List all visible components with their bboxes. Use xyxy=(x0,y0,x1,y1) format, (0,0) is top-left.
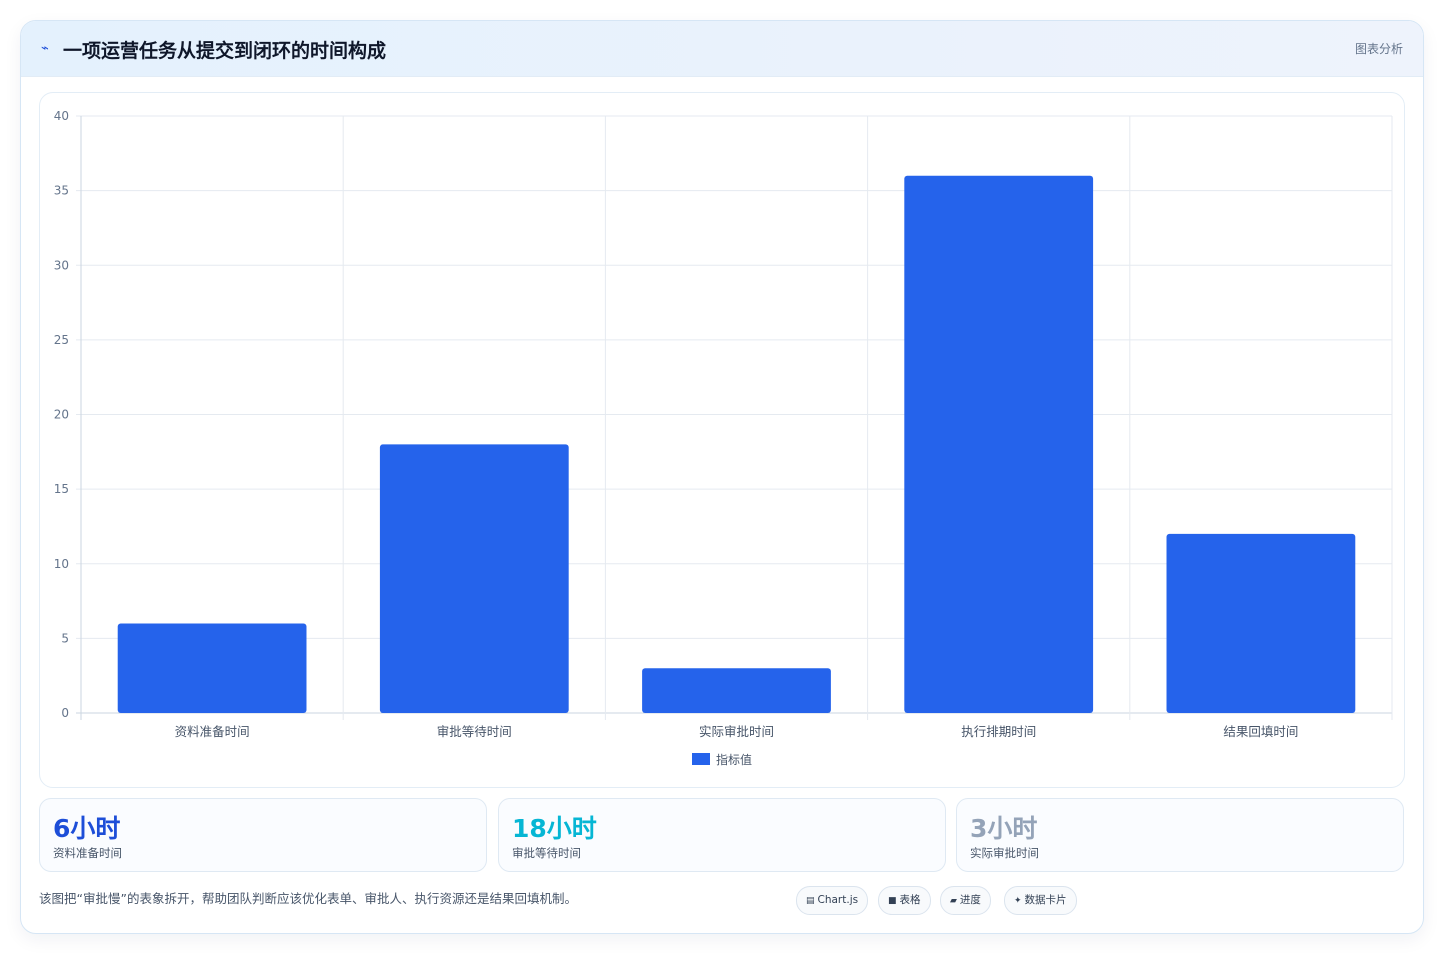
bar xyxy=(379,444,569,713)
x-tick-label: 审批等待时间 xyxy=(437,724,512,739)
y-tick-label: 0 xyxy=(61,706,69,720)
stat-card-prep: 6小时 资料准备时间 xyxy=(39,798,487,872)
stat-card-wait: 18小时 审批等待时间 xyxy=(498,798,946,872)
legend-label: 指标值 xyxy=(716,752,752,767)
stat-label: 实际审批时间 xyxy=(970,846,1039,860)
chart-footnote: 该图把“审批慢”的表象拆开，帮助团队判断应该优化表单、审批人、执行资源还是结果回… xyxy=(39,891,577,906)
page-title: 一项运营任务从提交到闭环的时间构成 xyxy=(63,40,387,62)
stat-value: 6小时 xyxy=(53,814,121,843)
tag-progress[interactable]: ▰ 进度 xyxy=(940,886,991,915)
bar-chart: 0 5 10 15 20 25 30 35 40 资料准备时间 审批等待时间 实际审批时间 执行排期时间… xyxy=(54,109,1393,767)
bar xyxy=(904,175,1094,713)
tag-label: Chart.js xyxy=(817,894,859,906)
y-tick-label: 40 xyxy=(54,109,69,123)
stat-label: 资料准备时间 xyxy=(53,846,122,860)
stat-card-approval: 3小时 实际审批时间 xyxy=(956,798,1404,872)
tag-chartjs[interactable]: ▤ Chart.js xyxy=(796,886,869,915)
y-tick-label: 10 xyxy=(54,557,69,571)
chart-panel: 0 5 10 15 20 25 30 35 40 资料准备时间 审批等待时间 实际审批时间 执行排期时间… xyxy=(39,92,1405,788)
legend-swatch xyxy=(692,753,710,765)
y-tick-label: 25 xyxy=(54,333,69,347)
tag-data-card[interactable]: ✦ 数据卡片 xyxy=(1004,886,1077,915)
y-tick-label: 15 xyxy=(54,482,69,496)
x-tick-label: 实际审批时间 xyxy=(699,724,774,739)
tag-label: 数据卡片 xyxy=(1024,894,1067,906)
bar xyxy=(642,668,831,713)
stat-value: 18小时 xyxy=(512,814,597,843)
x-tick-label: 结果回填时间 xyxy=(1223,724,1298,739)
pulse-icon: ⌁ xyxy=(41,41,49,56)
bar xyxy=(1166,533,1356,713)
card-icon: ✦ xyxy=(1014,896,1022,906)
table-icon: ■ xyxy=(888,896,897,906)
x-tick-label: 资料准备时间 xyxy=(175,724,250,739)
tag-table[interactable]: ■ 表格 xyxy=(878,886,931,915)
stat-value: 3小时 xyxy=(970,814,1038,843)
x-tick-label: 执行排期时间 xyxy=(961,724,1036,739)
y-tick-label: 30 xyxy=(54,258,69,272)
y-tick-label: 20 xyxy=(54,408,69,422)
chart-analysis-link[interactable]: 图表分析 xyxy=(1354,42,1403,56)
y-tick-label: 35 xyxy=(54,184,69,198)
bar xyxy=(117,623,307,713)
tag-label: 表格 xyxy=(899,894,921,906)
card-header: ⌁ 一项运营任务从提交到闭环的时间构成 图表分析 xyxy=(21,21,1423,77)
progress-icon: ▰ xyxy=(950,896,957,906)
chart-card: ⌁ 一项运营任务从提交到闭环的时间构成 图表分析 0 5 10 15 20 25 30 35 4… xyxy=(20,20,1424,934)
chart-icon: ▤ xyxy=(806,896,815,906)
tag-label: 进度 xyxy=(959,894,981,906)
y-tick-label: 5 xyxy=(61,631,69,645)
stat-label: 审批等待时间 xyxy=(512,846,581,860)
